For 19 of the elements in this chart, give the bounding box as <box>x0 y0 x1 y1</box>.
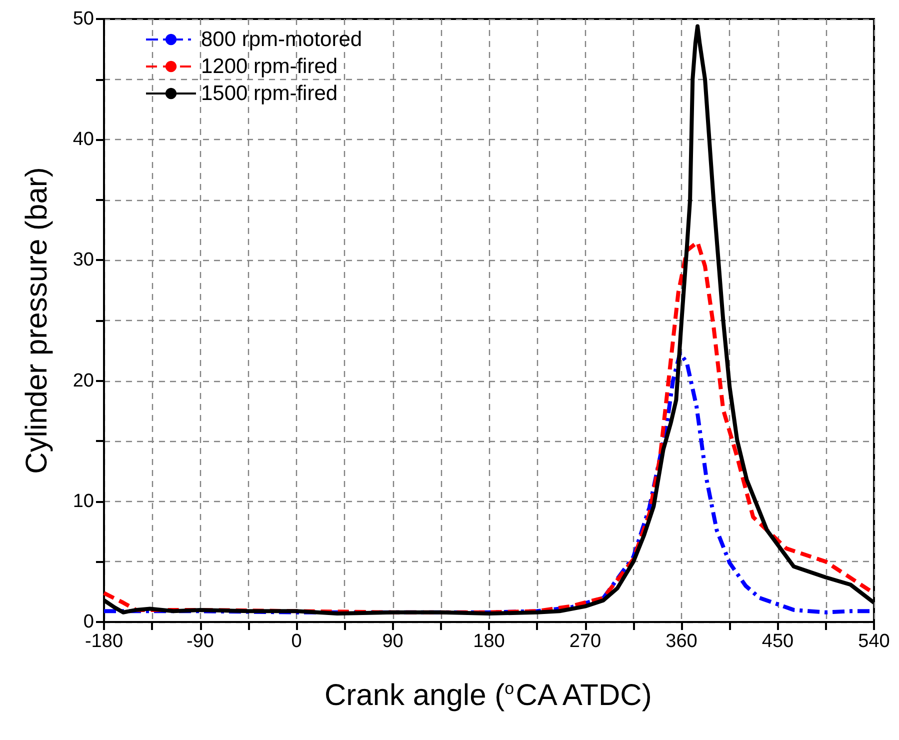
legend-label: 1500 rpm-fired <box>201 82 338 105</box>
y-tick-label: 50 <box>72 8 94 30</box>
x-tick-label: 90 <box>382 631 404 652</box>
legend-label: 800 rpm-motored <box>201 28 362 51</box>
y-axis-title: Cylinder pressure (bar) <box>20 167 54 474</box>
y-tick-label: 10 <box>72 490 94 512</box>
x-tick-label: 360 <box>666 631 698 652</box>
x-tick-label: 0 <box>291 631 302 652</box>
y-tick-label: 20 <box>72 370 94 392</box>
x-tick-label: 450 <box>762 631 794 652</box>
y-tick-label: 40 <box>72 129 94 150</box>
x-tick-label: -180 <box>84 631 124 652</box>
y-tick-label: 0 <box>83 612 94 632</box>
x-tick-label: 270 <box>569 631 602 652</box>
x-tick-label: -90 <box>186 631 214 652</box>
y-tick-label: 30 <box>72 250 94 271</box>
x-tick-label: 180 <box>473 631 505 652</box>
x-tick-label: 540 <box>858 631 890 652</box>
legend-label: 1200 rpm-fired <box>201 55 338 78</box>
